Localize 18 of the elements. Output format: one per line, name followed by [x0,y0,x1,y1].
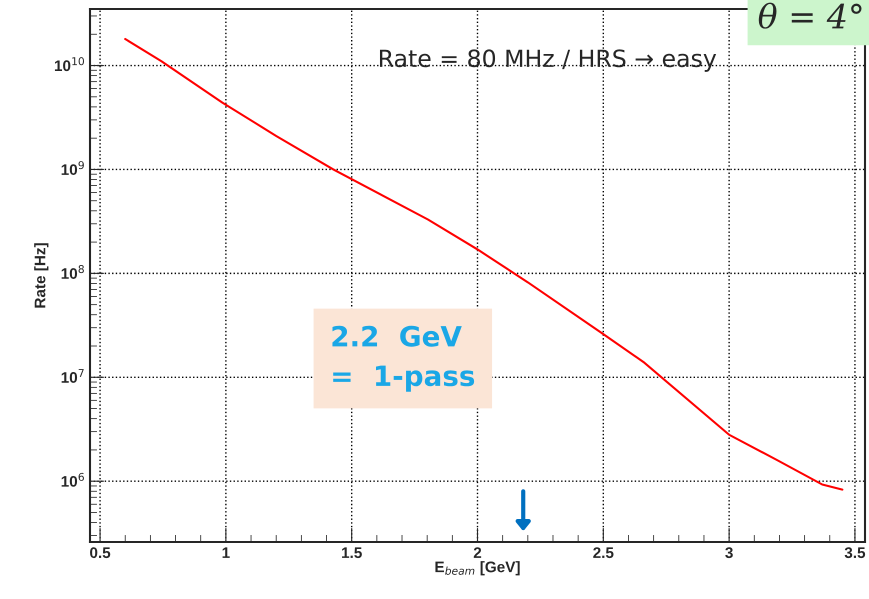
line-series [124,38,844,491]
x-tick-label: 2 [474,547,482,558]
y-tick-label: 10$^{6}$ [62,472,84,487]
y-tick-label: 10$^{7}$ [62,369,84,383]
annotation: 2.2 GeV = 1-pass [332,326,474,392]
annotation: θ = 4° [758,2,862,29]
x-tick-label: 2.5 [593,547,614,558]
y-tick-label: 10$^{10}$ [54,57,84,72]
y-tick-label: 10$^{9}$ [62,161,84,176]
x-tick-label: 3.5 [844,547,866,558]
x-tick-label: 1 [222,547,230,558]
annotation: Rate = 80 MHz / HRS → easy [380,49,716,72]
y-tick-label: 10$^{8}$ [62,265,84,279]
y-axis-title: Rate [Hz] [34,243,48,308]
x-tick-label: 1.5 [342,547,362,558]
x-tick-label: 0.5 [90,547,110,558]
x-axis-title: E$_{beam}$ [GeV] [435,561,520,576]
x-tick-label: 3 [725,547,733,558]
